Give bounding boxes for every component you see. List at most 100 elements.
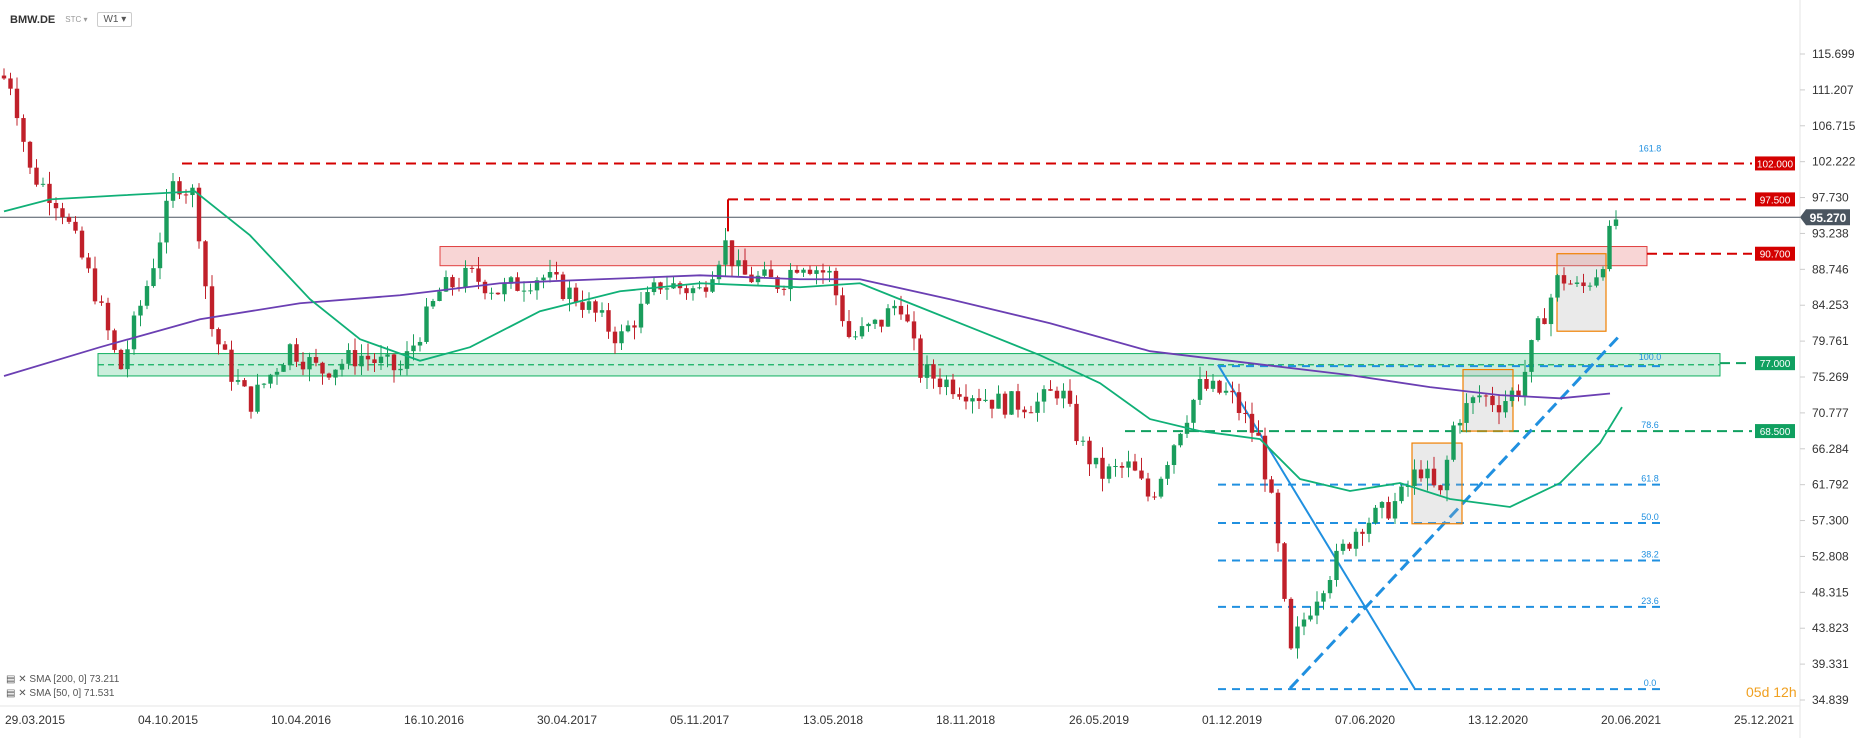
candle-body [339,363,345,370]
candle-body [1074,403,1079,442]
candle-body [1093,457,1099,465]
candle-body [924,364,930,378]
candle-body [905,314,910,322]
candle-body [424,306,429,342]
candle-body [1217,380,1222,393]
candle-body [1327,579,1333,594]
sma50-line [3,190,1623,508]
candle-body [1308,615,1313,620]
candle-body [1262,435,1268,480]
settings-icon[interactable]: ▤ [6,688,16,699]
y-tick-label: 79.761 [1812,334,1849,348]
candle-body [1607,225,1612,270]
candle-body [255,384,260,412]
candle-body [1399,486,1404,502]
candle-body [801,269,806,273]
candle-body [827,270,832,273]
level-tag [1755,156,1795,171]
candle-body [8,78,13,89]
candle-body [1295,626,1300,649]
candle-body [1197,378,1203,400]
candle-body [1087,440,1092,465]
candle-body [1483,395,1489,397]
legend-sma200-label: SMA [200, 0] 73.211 [29,674,120,685]
level-tag-label: 77.000 [1760,359,1791,370]
candle-body [203,241,208,287]
candle-body [235,380,241,382]
candle-body [755,275,761,283]
y-tick-label: 106.715 [1812,119,1856,133]
candle-body [684,288,689,294]
candle-body [1288,598,1294,649]
legend-sma50[interactable]: ▤ ✕ SMA [50, 0] 71.531 [6,688,114,699]
y-tick-label: 75.269 [1812,370,1849,384]
x-tick-label: 05.11.2017 [670,713,729,727]
candle-body [775,277,780,289]
consolidation-box [1556,253,1607,332]
fib-label: 61.8 [1641,474,1659,484]
candle-body [1301,619,1307,627]
candle-body [736,260,741,267]
candle-body [73,221,78,231]
candle-body [833,270,839,296]
candle-body [196,187,202,242]
candle-body [183,194,189,196]
candle-body [885,308,891,327]
candle-body [872,319,878,324]
candle-body [996,393,1001,409]
candle-body [1275,492,1281,544]
level-tag-label: 97.500 [1760,195,1791,206]
settings-icon[interactable]: ▤ [6,674,16,685]
candle-body [508,277,514,284]
candle-body [638,303,644,328]
candle-body [1548,297,1554,325]
y-tick-label: 111.207 [1812,83,1854,97]
candle-body [1132,461,1138,471]
candle-body [1100,457,1105,479]
candle-body [918,338,923,378]
candle-body [846,321,852,337]
instrument-type[interactable]: STC ▾ [65,15,88,24]
candle-body [1340,543,1346,551]
candle-body [1139,470,1144,479]
candle-body [723,240,728,265]
candle-body [131,315,137,350]
candle-body [294,344,299,362]
candle-body [138,305,143,316]
level-tag-label: 68.500 [1760,427,1791,438]
x-tick-label: 13.12.2020 [1468,713,1528,727]
close-icon[interactable]: ✕ [18,688,27,699]
candle-body [937,378,943,388]
candle-body [47,183,52,203]
level-tag [1755,192,1795,207]
candle-body [326,373,332,378]
y-tick-label: 57.300 [1812,514,1849,528]
candle-body [1041,389,1047,402]
close-icon[interactable]: ✕ [18,674,27,685]
x-tick-label: 01.12.2019 [1202,713,1262,727]
candle-body [1067,390,1073,404]
x-tick-label: 10.04.2016 [271,713,331,727]
candle-body [1574,282,1580,284]
candle-body [476,268,481,282]
symbol-label[interactable]: BMW.DE [10,13,56,26]
candle-body [495,292,501,295]
candle-body [1464,403,1469,423]
candle-body [697,287,702,289]
candle-body [1002,393,1008,415]
candle-body [1347,543,1352,549]
candle-body [1204,378,1209,389]
timeframe-select[interactable]: W1 ▾ [97,12,133,27]
legend-sma200[interactable]: ▤ ✕ SMA [200, 0] 73.211 [6,674,119,685]
x-tick-label: 29.03.2015 [5,713,65,727]
candle-body [1009,391,1014,415]
candle-body [1282,543,1287,599]
candle-body [1256,432,1261,436]
candle-body [1061,390,1066,399]
candle-body [853,336,858,338]
candle-body [1516,390,1521,397]
candle-body [164,200,169,243]
x-tick-label: 04.10.2015 [138,713,198,727]
